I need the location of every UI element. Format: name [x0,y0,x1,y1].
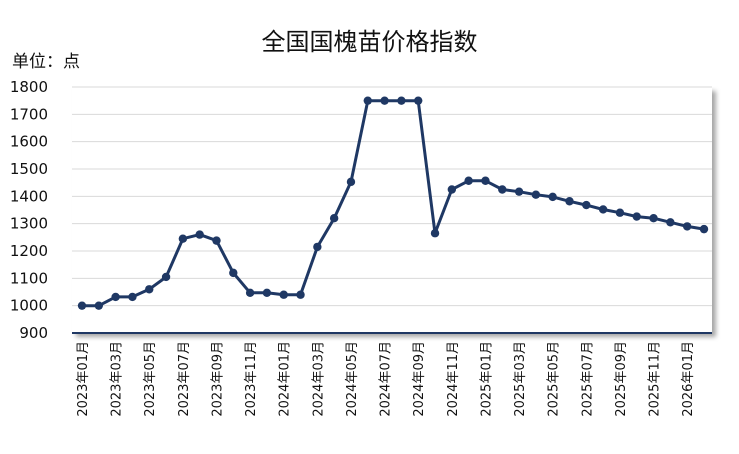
chart-title: 全国国槐苗价格指数 [261,28,478,56]
y-tick-label: 1400 [10,187,48,205]
data-point [514,187,524,196]
data-point [346,177,356,187]
y-axis: 900 1000 1100 1200 1300 1400 1500 1600 1700 1800 [10,78,48,342]
data-point [262,288,272,298]
x-tick-label: 2024年05月 [345,341,360,417]
data-point [447,185,457,194]
x-tick-label: 2024年07月 [379,341,394,417]
x-tick-label: 2023年01月 [76,341,91,417]
data-point [363,96,372,105]
data-point [498,185,507,194]
x-tick-label: 2024年01月 [278,341,293,417]
x-tick-label: 2024年09月 [412,341,427,417]
x-tick-label: 2023年07月 [177,341,192,417]
data-point [464,176,473,185]
data-point [111,292,120,302]
data-point [699,224,709,234]
x-tick-label: 2023年05月 [143,341,158,417]
data-point [531,190,541,199]
data-point [161,272,171,282]
series-points [77,96,709,310]
y-tick-label: 1300 [10,215,48,233]
x-tick-label: 2024年03月 [311,341,326,417]
data-point [582,200,591,210]
y-tick-label: 1700 [10,105,48,123]
y-tick-label: 1000 [10,297,48,315]
data-point [229,268,238,278]
x-tick-label: 2025年11月 [648,341,663,417]
data-point [245,288,255,298]
data-point [649,214,658,223]
x-tick-label: 2023年03月 [110,341,125,417]
data-point [195,230,204,239]
data-point [128,292,137,302]
gridlines [72,86,712,334]
x-tick-label: 2023年11月 [244,341,259,417]
plot-area [72,87,712,333]
x-tick-label: 2025年07月 [580,341,595,417]
y-tick-label: 1800 [10,78,48,96]
data-point [615,208,625,217]
y-tick-label: 900 [19,324,48,342]
data-point [430,229,440,238]
data-point [145,285,154,294]
data-point [632,212,641,221]
x-tick-label: 2026年01月 [681,341,696,417]
data-point [94,301,104,310]
data-point [279,290,288,299]
data-point [296,290,305,299]
data-point [397,96,406,105]
data-point [178,234,188,243]
data-point [598,205,608,214]
data-point [548,192,557,202]
data-point [313,242,322,252]
data-point [565,197,574,206]
x-tick-label: 2025年09月 [614,341,629,417]
unit-label: 单位：点 [12,52,80,72]
data-point [77,301,87,310]
data-point [481,176,490,185]
x-tick-label: 2024年11月 [446,341,461,417]
y-tick-label: 1100 [10,269,48,287]
y-tick-label: 1500 [10,160,48,178]
y-tick-label: 1600 [10,133,48,151]
x-tick-label: 2025年01月 [479,341,494,417]
x-tick-label: 2025年05月 [547,341,562,417]
data-point [380,96,389,105]
data-point [682,222,692,231]
data-point [666,218,675,227]
y-tick-label: 1200 [10,242,48,260]
x-tick-label: 2025年03月 [513,341,528,417]
data-point [212,236,221,245]
x-tick-label: 2023年09月 [210,341,225,417]
data-point [329,214,339,223]
x-axis: 2023年01月 2023年03月 2023年05月 2023年07月 2023年09月… [76,341,696,417]
data-point [414,96,423,105]
